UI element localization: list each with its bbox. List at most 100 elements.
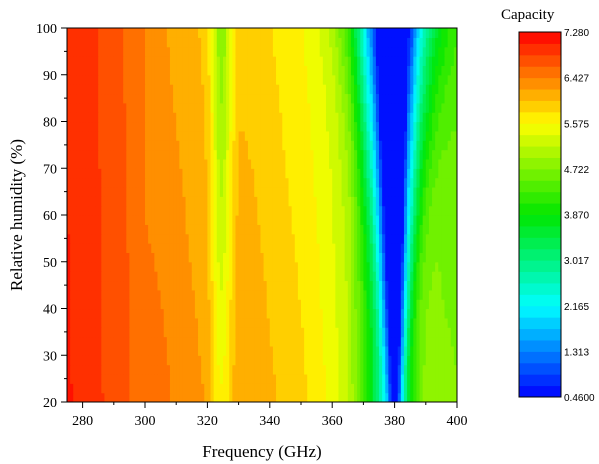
contour-cell [294,168,299,179]
contour-cell [366,317,371,328]
contour-cell [226,224,230,235]
contour-cell [325,345,330,356]
contour-cell [347,37,352,48]
contour-cell [369,280,374,291]
contour-cell [160,84,165,95]
contour-cell [204,121,208,132]
contour-cell [191,243,196,253]
contour-cell [201,364,205,375]
contour-cell [219,65,224,76]
contour-cell [375,373,380,384]
contour-cell [251,243,255,253]
contour-cell [188,215,193,225]
contour-cell [123,196,127,207]
contour-cell [151,373,155,384]
contour-cell [413,102,418,113]
contour-cell [244,205,249,216]
contour-cell [216,364,221,375]
contour-cell [394,252,399,263]
contour-cell [160,74,165,85]
contour-cell [425,383,430,394]
contour-cell [291,373,296,384]
contour-cell [104,224,109,235]
contour-cell [95,121,99,132]
contour-cell [310,261,315,272]
contour-cell [229,140,233,151]
contour-cell [400,74,405,85]
contour-cell [422,93,427,104]
contour-cell [422,84,427,95]
contour-cell [279,74,283,85]
contour-cell [113,243,118,253]
contour-cell [285,243,290,253]
contour-cell [126,233,130,244]
contour-cell [113,383,118,394]
contour-cell [263,102,268,113]
contour-cell [201,196,205,207]
contour-cell [322,177,327,188]
contour-cell [354,102,358,113]
contour-cell [297,233,302,244]
contour-cell [347,243,352,253]
contour-cell [301,93,305,104]
contour-cell [176,308,180,319]
contour-cell [123,102,127,113]
contour-cell [163,280,168,291]
contour-cell [297,271,302,282]
contour-cell [182,383,187,394]
contour-cell [322,186,327,197]
contour-cell [329,140,333,151]
contour-cell [132,327,137,338]
contour-cell [291,186,296,197]
contour-cell [132,392,137,402]
contour-cell [410,243,414,253]
contour-cell [335,271,340,282]
contour-cell [335,37,340,48]
contour-cell [154,373,159,384]
contour-cell [229,280,233,291]
contour-cell [138,168,143,179]
contour-cell [148,261,152,272]
contour-cell [410,317,414,328]
contour-cell [79,158,84,169]
contour-cell [403,317,408,328]
contour-cell [241,205,246,216]
contour-cell [453,243,457,253]
contour-cell [447,168,452,179]
contour-cell [113,93,118,104]
contour-cell [322,46,327,57]
contour-cell [129,317,134,328]
contour-cell [363,65,368,76]
contour-cell [70,243,74,253]
contour-cell [400,93,405,104]
contour-cell [341,102,346,113]
contour-cell [138,65,143,76]
contour-cell [263,345,268,356]
contour-cell [432,112,436,123]
contour-cell [241,65,246,76]
contour-cell [385,205,389,216]
contour-cell [444,56,449,66]
contour-cell [288,28,293,38]
contour-cell [229,196,233,207]
contour-cell [169,392,174,402]
contour-cell [235,121,240,132]
contour-cell [350,289,355,300]
contour-cell [182,336,187,347]
contour-cell [151,28,155,38]
contour-cell [216,149,221,160]
contour-cell [198,317,202,328]
contour-cell [182,327,187,338]
contour-cell [116,345,121,356]
contour-cell [113,56,118,66]
contour-cell [313,345,318,356]
contour-cell [91,196,96,207]
contour-cell [354,130,358,141]
contour-cell [288,102,293,113]
contour-cell [282,186,286,197]
contour-cell [238,299,243,310]
contour-cell [397,196,402,207]
contour-cell [254,37,258,48]
contour-cell [219,327,224,338]
contour-cell [441,383,446,394]
